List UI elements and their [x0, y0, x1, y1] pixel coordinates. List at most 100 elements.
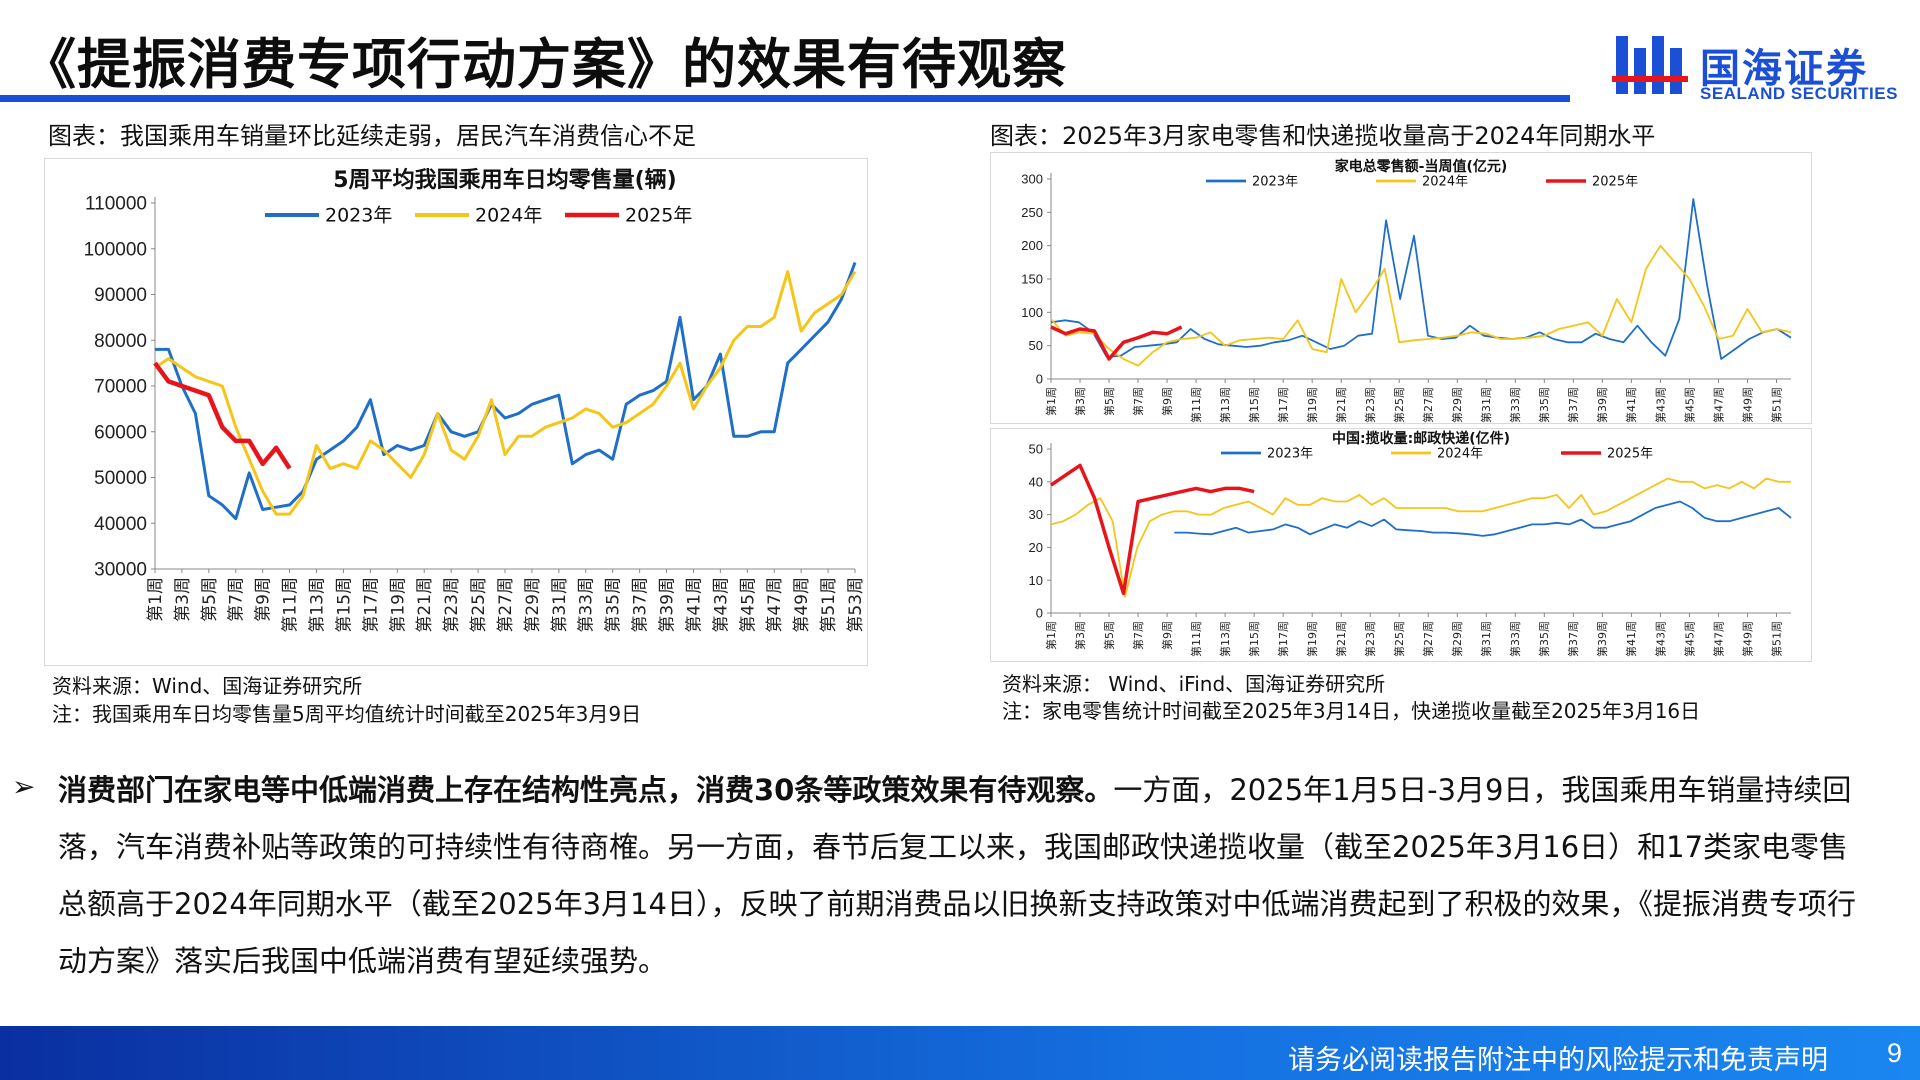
- series-line-2025年: [1050, 325, 1183, 361]
- analysis-bold-lead: 消费部门在家电等中低端消费上存在结构性亮点，消费30条等政策效果有待观察。: [58, 773, 1114, 807]
- x-tick-label: 第31周: [1479, 387, 1493, 423]
- x-tick-label: 第1周: [1044, 621, 1058, 650]
- x-tick-label: 第5周: [1102, 387, 1116, 416]
- x-tick-label: 第35周: [1537, 621, 1551, 657]
- y-tick-label: 100: [1021, 305, 1043, 320]
- legend-label: 2023年: [1267, 447, 1313, 462]
- x-tick-label: 第53周: [846, 577, 866, 633]
- x-tick-label: 第33周: [1508, 387, 1522, 423]
- x-tick-label: 第29周: [1450, 387, 1464, 423]
- y-tick-label: 110000: [85, 194, 147, 215]
- y-tick-label: 50000: [94, 468, 147, 489]
- x-tick-label: 第15周: [1247, 387, 1261, 423]
- x-tick-label: 第27周: [1421, 621, 1435, 657]
- x-tick-label: 第15周: [334, 577, 354, 633]
- x-tick-label: 第49周: [792, 577, 812, 633]
- y-tick-label: 40: [1029, 474, 1043, 489]
- right-figure-caption: 图表：2025年3月家电零售和快递揽收量高于2024年同期水平: [990, 122, 1656, 150]
- right-source: 资料来源： Wind、iFind、国海证券研究所: [1002, 672, 1386, 696]
- y-tick-label: 100000: [84, 239, 147, 260]
- x-tick-label: 第45周: [1682, 387, 1696, 423]
- x-tick-label: 第47周: [1711, 621, 1725, 657]
- y-tick-label: 30: [1029, 507, 1043, 522]
- x-tick-label: 第13周: [1218, 621, 1232, 657]
- x-tick-label: 第13周: [1218, 387, 1232, 423]
- x-tick-label: 第43周: [1653, 621, 1667, 657]
- y-tick-label: 10: [1029, 573, 1043, 588]
- appliance-sales-chart-svg: 家电总零售额-当周值(亿元) 0 50 100 150 200 250 300 第1周 第3周 第5…: [1021, 158, 1792, 423]
- x-tick-label: 第13周: [307, 577, 327, 633]
- chart-title: 中国:揽收量:邮政快递(亿件): [1332, 430, 1510, 447]
- x-tick-label: 第45周: [738, 577, 758, 633]
- y-tick-label: 90000: [94, 285, 147, 306]
- x-tick-label: 第11周: [1189, 387, 1203, 423]
- y-tick-label: 0: [1036, 606, 1043, 621]
- x-tick-label: 第5周: [1102, 621, 1116, 650]
- y-tick-label: 150: [1021, 272, 1043, 287]
- x-tick-label: 第47周: [765, 577, 785, 633]
- appliance-sales-chart: 家电总零售额-当周值(亿元) 0 50 100 150 200 250 300 第1周 第3周 第5…: [990, 152, 1812, 424]
- x-tick-label: 第5周: [200, 577, 220, 622]
- logo-mark-icon: [1612, 36, 1688, 94]
- left-figure-caption: 图表：我国乘用车销量环比延续走弱，居民汽车消费信心不足: [48, 122, 696, 150]
- x-tick-label: 第19周: [1305, 387, 1319, 423]
- x-tick-label: 第25周: [469, 577, 489, 633]
- express-volume-chart: 中国:揽收量:邮政快递(亿件) 0 10 20 30 40 50 第1周 第3周 第5周 第7周 第9…: [990, 428, 1812, 662]
- page-title: 《提振消费专项行动方案》的效果有待观察: [22, 33, 1067, 96]
- x-tick-label: 第51周: [1769, 621, 1783, 657]
- page-number: 9: [1886, 1038, 1902, 1068]
- x-tick-label: 第7周: [227, 577, 247, 622]
- express-volume-chart-svg: 中国:揽收量:邮政快递(亿件) 0 10 20 30 40 50 第1周 第3周 第5周 第7周 第9…: [1029, 430, 1792, 657]
- series-line-2024年: [154, 270, 857, 516]
- x-tick-label: 第29周: [1450, 621, 1464, 657]
- x-tick-label: 第11周: [281, 577, 301, 633]
- series-line-2023年: [155, 261, 857, 521]
- x-tick-label: 第7周: [1131, 621, 1145, 650]
- x-tick-label: 第1周: [146, 577, 166, 622]
- right-note: 注：家电零售统计时间截至2025年3月14日，快递揽收量截至2025年3月16日: [1002, 699, 1701, 723]
- legend-label: 2024年: [1437, 447, 1483, 462]
- x-tick-label: 第23周: [1363, 387, 1377, 423]
- x-tick-label: 第37周: [1566, 387, 1580, 423]
- x-tick-label: 第27周: [1421, 387, 1435, 423]
- x-tick-label: 第21周: [415, 577, 435, 633]
- x-tick-label: 第25周: [1392, 621, 1406, 657]
- x-tick-label: 第7周: [1131, 387, 1145, 416]
- x-tick-label: 第33周: [577, 577, 597, 633]
- series-line-2025年: [153, 361, 292, 470]
- legend-label: 2023年: [1252, 175, 1298, 190]
- legend-label: 2024年: [1422, 175, 1468, 190]
- x-tick-label: 第17周: [361, 577, 381, 633]
- x-tick-label: 第45周: [1682, 621, 1696, 657]
- logo-chinese-text: 国海证券: [1700, 46, 1868, 92]
- x-tick-label: 第37周: [1566, 621, 1580, 657]
- car-sales-chart: 5周平均我国乘用车日均零售量(辆) 30000 40000 50000 60000 700…: [44, 158, 868, 666]
- chart-title: 家电总零售额-当周值(亿元): [1335, 158, 1508, 175]
- y-tick-label: 0: [1036, 372, 1043, 387]
- x-tick-label: 第33周: [1508, 621, 1522, 657]
- y-tick-label: 80000: [94, 331, 147, 352]
- x-tick-label: 第43周: [711, 577, 731, 633]
- legend-label: 2025年: [1607, 447, 1653, 462]
- x-tick-label: 第37周: [631, 577, 651, 633]
- y-tick-label: 60000: [94, 422, 147, 443]
- left-note: 注：我国乘用车日均零售量5周平均值统计时间截至2025年3月9日: [52, 702, 642, 726]
- y-tick-label: 50: [1029, 442, 1043, 457]
- x-tick-label: 第19周: [388, 577, 408, 633]
- legend-label: 2023年: [325, 205, 392, 227]
- analysis-paragraph: 消费部门在家电等中低端消费上存在结构性亮点，消费30条等政策效果有待观察。一方面…: [58, 762, 1858, 990]
- title-underline: [0, 95, 1570, 102]
- analysis-text: 一方面，2025年1月5日-3月9日，我国乘用车销量持续回落，汽车消费补贴等政策…: [58, 773, 1856, 978]
- x-tick-label: 第15周: [1247, 621, 1261, 657]
- chart-title: 5周平均我国乘用车日均零售量(辆): [333, 167, 676, 193]
- x-tick-label: 第1周: [1044, 387, 1058, 416]
- x-tick-label: 第9周: [254, 577, 274, 622]
- footer-disclaimer: 请务必阅读报告附注中的风险提示和免责声明: [1288, 1045, 1828, 1076]
- x-tick-label: 第43周: [1653, 387, 1667, 423]
- legend-label: 2024年: [475, 205, 542, 227]
- x-tick-label: 第31周: [550, 577, 570, 633]
- y-tick-label: 70000: [94, 377, 147, 398]
- x-tick-label: 第35周: [604, 577, 624, 633]
- series-line-2024年: [1050, 244, 1792, 367]
- x-tick-label: 第9周: [1160, 387, 1174, 416]
